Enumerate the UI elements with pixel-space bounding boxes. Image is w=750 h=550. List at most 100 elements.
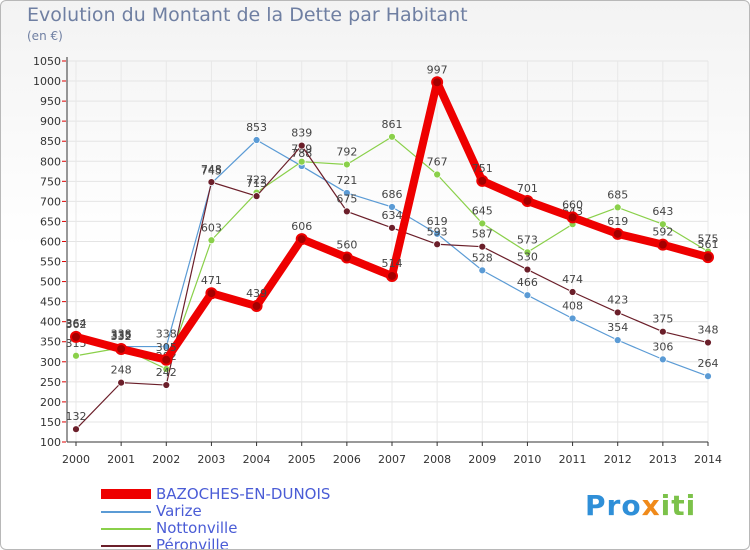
y-tick-label: 400 (40, 316, 61, 329)
data-label-varize: 686 (382, 188, 403, 201)
x-tick-label: 2005 (288, 453, 316, 466)
x-tick-label: 2006 (333, 453, 361, 466)
data-point-p-ronville (252, 192, 261, 201)
y-tick-label: 1000 (33, 75, 61, 88)
data-label-bazoches-en-dunois: 606 (291, 220, 312, 233)
data-point-varize (704, 372, 712, 381)
logo-part-1: Pro (585, 489, 642, 522)
data-label-p-ronville: 839 (291, 127, 312, 140)
data-label-varize: 338 (111, 328, 132, 341)
data-label-varize: 853 (246, 121, 267, 134)
data-point-nottonville (613, 203, 622, 212)
data-point-p-ronville (297, 141, 306, 150)
data-point-varize (433, 229, 442, 238)
data-point-bazoches-en-dunois (476, 174, 489, 187)
legend-swatch-peronville (101, 545, 151, 547)
legend-swatch-nottonville (101, 528, 151, 530)
legend-label-bazoches: BAZOCHES-EN-DUNOIS (156, 485, 331, 503)
data-label-nottonville: 603 (201, 221, 222, 234)
data-point-nottonville (523, 248, 532, 257)
data-point-p-ronville (704, 338, 712, 347)
legend-swatch-bazoches (101, 489, 151, 499)
data-point-varize (342, 189, 351, 197)
chart-title: Evolution du Montant de la Dette par Hab… (27, 4, 468, 26)
data-point-nottonville (658, 220, 667, 229)
y-tick-label: 450 (40, 296, 61, 309)
data-label-varize: 354 (607, 321, 628, 334)
y-tick-label: 850 (40, 135, 61, 148)
y-tick-label: 350 (40, 336, 61, 349)
data-label-nottonville: 335 (111, 329, 132, 342)
data-point-bazoches-en-dunois (386, 269, 398, 282)
legend-label-nottonville: Nottonville (156, 519, 238, 537)
y-tick-label: 900 (40, 115, 61, 128)
data-label-bazoches-en-dunois: 660 (562, 198, 583, 211)
x-tick-label: 2012 (604, 453, 632, 466)
data-label-bazoches-en-dunois: 997 (427, 63, 448, 76)
legend-swatch-varize (101, 511, 151, 513)
x-tick-label: 2003 (197, 453, 225, 466)
data-label-p-ronville: 474 (562, 273, 583, 286)
data-label-bazoches-en-dunois: 592 (652, 226, 673, 239)
y-tick-label: 650 (40, 215, 61, 228)
x-tick-label: 2008 (423, 453, 451, 466)
y-tick-label: 150 (40, 416, 61, 429)
data-point-p-ronville (478, 242, 487, 251)
x-tick-label: 2004 (243, 453, 271, 466)
data-label-varize: 264 (698, 357, 719, 370)
data-point-bazoches-en-dunois (431, 76, 444, 89)
data-point-bazoches-en-dunois (115, 342, 128, 355)
data-point-varize (523, 291, 532, 300)
data-point-bazoches-en-dunois (250, 300, 263, 313)
y-tick-label: 300 (40, 356, 61, 369)
data-point-varize (613, 336, 622, 345)
y-tick-label: 550 (40, 256, 61, 269)
data-point-nottonville (297, 157, 306, 166)
data-point-nottonville (433, 170, 442, 179)
data-label-bazoches-en-dunois: 514 (382, 257, 403, 270)
x-tick-label: 2010 (513, 453, 541, 466)
chart-subtitle: (en €) (27, 29, 63, 43)
data-point-nottonville (388, 132, 396, 141)
data-label-varize: 338 (156, 328, 177, 341)
legend-label-varize: Varize (156, 502, 202, 520)
data-point-p-ronville (568, 288, 577, 296)
data-label-nottonville: 643 (652, 205, 673, 218)
data-label-p-ronville: 593 (427, 225, 448, 238)
data-point-varize (478, 266, 487, 275)
data-label-varize: 466 (517, 276, 538, 289)
data-point-bazoches-en-dunois (656, 238, 669, 251)
logo-part-2: x (641, 489, 661, 522)
data-label-p-ronville: 748 (201, 163, 222, 176)
data-label-nottonville: 645 (472, 204, 493, 217)
data-point-p-ronville (162, 381, 171, 389)
y-tick-label: 250 (40, 376, 61, 389)
data-point-p-ronville (207, 178, 216, 187)
data-point-varize (252, 136, 261, 144)
y-tick-label: 600 (40, 235, 61, 248)
data-label-p-ronville: 713 (246, 177, 267, 190)
data-label-varize: 619 (427, 215, 448, 228)
data-label-p-ronville: 242 (156, 366, 177, 379)
data-point-varize (658, 355, 667, 364)
data-point-bazoches-en-dunois (70, 330, 82, 343)
data-label-bazoches-en-dunois: 701 (517, 182, 538, 195)
data-label-nottonville: 792 (336, 145, 357, 158)
data-label-p-ronville: 530 (517, 251, 538, 264)
data-point-bazoches-en-dunois (521, 194, 534, 207)
y-tick-label: 200 (40, 396, 61, 409)
data-label-varize: 306 (652, 340, 673, 353)
data-point-nottonville (72, 351, 80, 360)
data-label-p-ronville: 348 (698, 324, 719, 337)
data-label-bazoches-en-dunois: 560 (336, 239, 357, 252)
data-label-varize: 745 (201, 164, 222, 177)
data-point-p-ronville (342, 207, 351, 216)
data-point-bazoches-en-dunois (295, 233, 308, 246)
data-label-bazoches-en-dunois: 751 (472, 162, 493, 175)
data-label-nottonville: 861 (382, 118, 403, 131)
logo-part-3: iti (660, 489, 697, 522)
y-tick-label: 1050 (33, 55, 61, 68)
x-tick-label: 2009 (468, 453, 496, 466)
x-tick-label: 2000 (62, 453, 90, 466)
